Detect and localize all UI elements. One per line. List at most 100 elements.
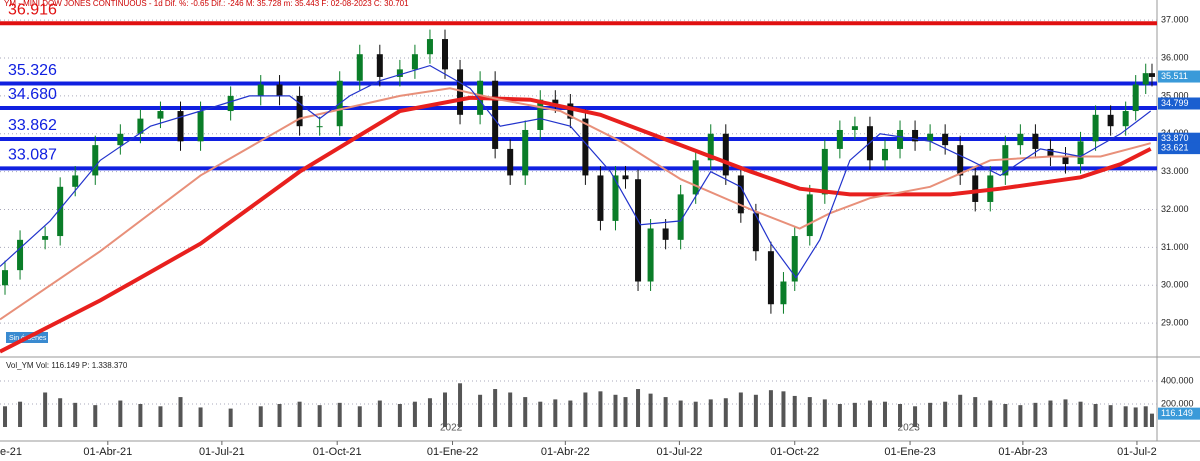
candle-body <box>157 111 164 119</box>
volume-bar <box>1048 400 1053 427</box>
x-tick-label: e-21 <box>0 446 22 458</box>
volume-bar <box>397 403 402 427</box>
chart-title: YM - MINI DOW JONES CONTINUOUS - 1d Dif.… <box>4 0 409 8</box>
candle-body <box>426 39 433 55</box>
level-label: 35.326 <box>8 62 57 79</box>
candle-body <box>522 129 529 176</box>
y-tick-label: 30.000 <box>1161 280 1189 290</box>
volume-bar <box>723 398 728 427</box>
volume-bar <box>768 390 773 427</box>
candle-body <box>897 129 904 149</box>
moving-average <box>0 95 1152 354</box>
x-tick-label: 01-Oct-22 <box>770 446 819 458</box>
price-tag: 33.621 <box>1161 143 1189 153</box>
volume-tick-label: 200.000 <box>1161 398 1194 408</box>
candle-body <box>972 175 979 202</box>
volume-bar <box>178 397 183 427</box>
volume-bar <box>443 392 447 427</box>
volume-bar <box>738 392 743 427</box>
volume-bar <box>198 407 203 427</box>
volume-bar <box>538 401 543 427</box>
volume-bar <box>18 401 23 427</box>
candle-body <box>257 84 264 96</box>
volume-bar <box>58 398 63 427</box>
level-label: 36.916 <box>8 2 57 19</box>
candle-body <box>57 186 64 237</box>
volume-bar <box>337 402 342 427</box>
candle-body <box>197 111 204 142</box>
x-tick-label: 01-Abr-22 <box>541 446 590 458</box>
price-tag-box <box>1158 142 1200 155</box>
volume-bar <box>158 406 163 427</box>
x-tick-label: 01-Jul-2 <box>1117 446 1157 458</box>
year-label: 2023 <box>898 423 921 434</box>
volume-bar <box>958 394 963 427</box>
volume-bar <box>3 406 8 427</box>
candle-body <box>957 145 964 176</box>
volume-bar <box>913 406 918 427</box>
level-label: 33.087 <box>8 147 57 164</box>
volume-bar <box>493 389 498 427</box>
candle-body <box>692 160 699 195</box>
volume-bar <box>1108 405 1113 427</box>
candle-body <box>411 54 418 70</box>
candle-body <box>737 175 744 214</box>
candle-body <box>1047 148 1054 157</box>
x-tick-label: 01-Oct-21 <box>313 446 362 458</box>
volume-bar <box>1143 406 1148 427</box>
volume-bar <box>598 391 603 427</box>
candle-body <box>396 69 403 77</box>
candle-body <box>927 133 934 142</box>
x-tick-label: 01-Jul-21 <box>199 446 245 458</box>
volume-bar <box>882 401 887 427</box>
candle-body <box>376 54 383 77</box>
candle-body <box>722 133 729 176</box>
candle-body <box>942 133 949 146</box>
x-tick-label: 01-Ene-22 <box>427 446 478 458</box>
volume-bar <box>678 400 683 427</box>
candle-body <box>836 129 843 149</box>
candle-body <box>612 175 619 221</box>
volume-bar <box>228 408 233 427</box>
candle-body <box>1142 73 1149 85</box>
candle-body <box>707 133 714 161</box>
candle-body <box>316 126 323 128</box>
candle-body <box>821 148 828 195</box>
volume-bar <box>663 397 668 427</box>
volume-bar <box>297 401 302 427</box>
volume-bar <box>973 397 978 427</box>
volume-bar <box>792 395 797 427</box>
candle-body <box>1062 156 1069 165</box>
candle-body <box>492 80 499 149</box>
candle-body <box>767 251 774 305</box>
candle-body <box>647 228 654 282</box>
volume-bar <box>928 402 933 427</box>
candle-body <box>1148 73 1155 77</box>
moving-average <box>0 64 1152 279</box>
candle-body <box>1017 133 1024 146</box>
x-tick-label: 01-Jul-22 <box>656 446 702 458</box>
volume-bar <box>1123 406 1128 427</box>
y-tick-label: 37.000 <box>1161 14 1189 24</box>
price-tag: 34.799 <box>1161 98 1189 108</box>
candle-body <box>537 99 544 130</box>
candle-body <box>806 194 813 237</box>
candle-body <box>442 39 448 70</box>
volume-tag: 116.149 <box>1161 408 1193 418</box>
volume-bar <box>613 394 618 427</box>
volume-bar <box>357 406 362 427</box>
volume-bar <box>1078 401 1083 427</box>
volume-bar <box>837 403 842 427</box>
volume-bar <box>988 400 993 427</box>
candle-body <box>780 281 787 305</box>
x-tick-label: 01-Ene-23 <box>884 446 935 458</box>
volume-bar <box>258 406 263 427</box>
volume-bar <box>1018 405 1023 427</box>
volume-bar <box>867 400 872 427</box>
candle-body <box>276 84 283 96</box>
volume-bar <box>118 400 123 427</box>
candle-body <box>117 133 124 146</box>
candle-body <box>597 175 604 221</box>
y-tick-label: 33.000 <box>1161 166 1189 176</box>
candle-body <box>1122 111 1129 127</box>
